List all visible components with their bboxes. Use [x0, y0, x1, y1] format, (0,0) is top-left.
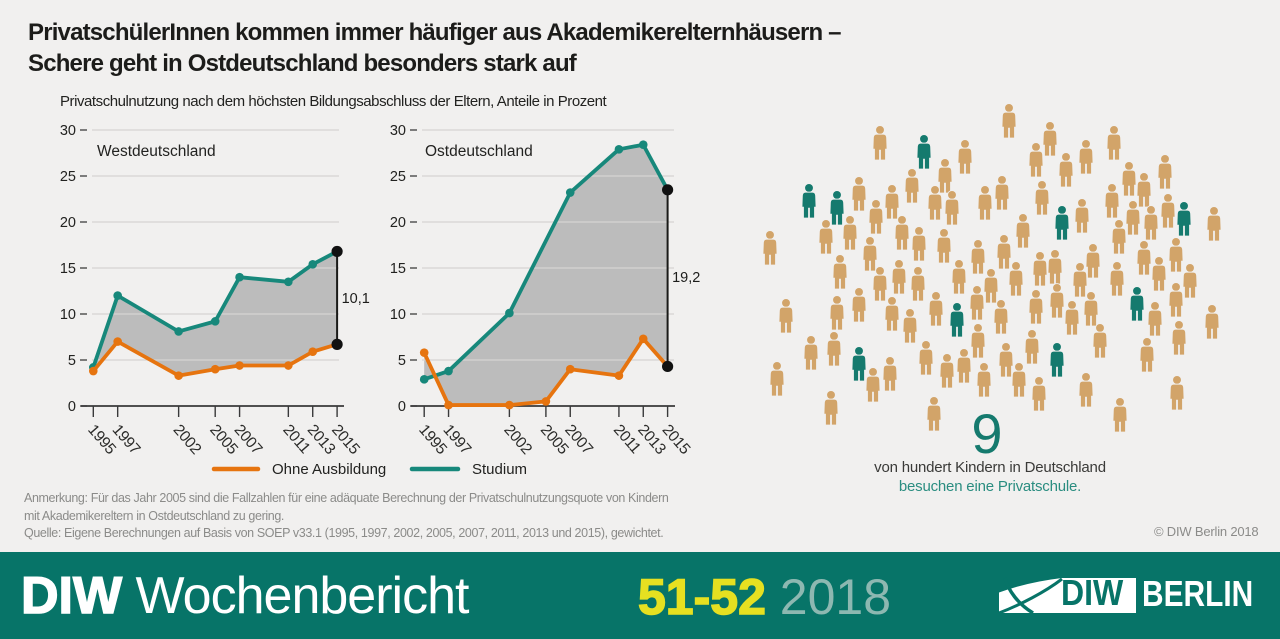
svg-text:2011: 2011	[610, 421, 644, 456]
svg-text:2002: 2002	[170, 421, 205, 457]
svg-text:5: 5	[398, 353, 406, 369]
svg-text:Westdeutschland: Westdeutschland	[97, 143, 216, 160]
svg-text:25: 25	[390, 169, 406, 185]
svg-text:30: 30	[390, 123, 406, 139]
svg-text:2011: 2011	[279, 421, 313, 456]
svg-text:25: 25	[60, 169, 76, 185]
svg-text:20: 20	[60, 215, 76, 231]
svg-text:2002: 2002	[500, 421, 535, 457]
svg-text:30: 30	[60, 123, 76, 139]
svg-text:Ohne Ausbildung: Ohne Ausbildung	[272, 461, 386, 478]
svg-text:Ostdeutschland: Ostdeutschland	[425, 143, 533, 160]
svg-text:Studium: Studium	[472, 461, 527, 478]
svg-text:20: 20	[390, 215, 406, 231]
svg-text:19,2: 19,2	[672, 270, 700, 286]
svg-text:10: 10	[60, 307, 76, 323]
svg-text:0: 0	[68, 399, 76, 415]
svg-text:10: 10	[390, 307, 406, 323]
svg-text:10,1: 10,1	[342, 291, 370, 307]
svg-text:5: 5	[68, 353, 76, 369]
svg-text:15: 15	[390, 261, 406, 277]
svg-text:15: 15	[60, 261, 76, 277]
svg-text:0: 0	[398, 399, 406, 415]
